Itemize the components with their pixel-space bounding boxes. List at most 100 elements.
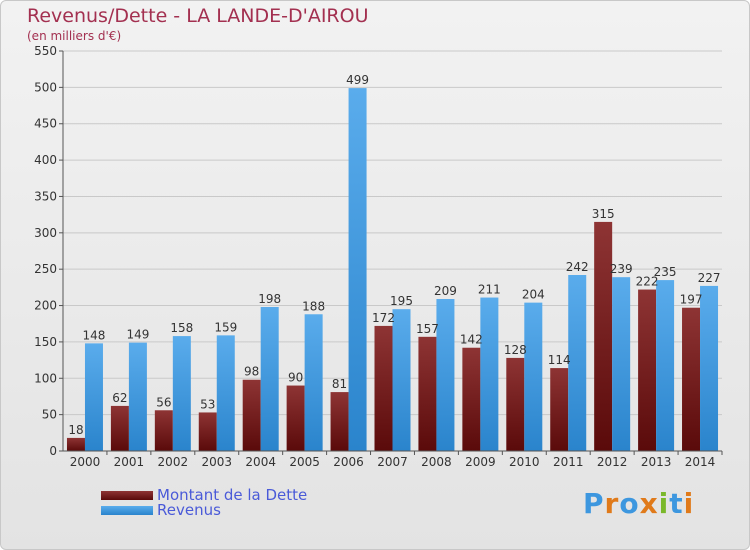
y-tick-label: 250 bbox=[34, 262, 57, 276]
bar-revenus bbox=[84, 343, 103, 451]
logo-letter: x bbox=[639, 487, 659, 520]
data-label-revenus: 188 bbox=[302, 299, 325, 313]
bar-debt bbox=[330, 392, 349, 451]
bar-revenus bbox=[172, 336, 191, 451]
logo-letter: i bbox=[683, 487, 695, 520]
x-tick-label: 2008 bbox=[421, 455, 452, 469]
data-label-debt: 142 bbox=[460, 333, 483, 347]
bar-debt bbox=[198, 412, 217, 451]
data-label-debt: 114 bbox=[548, 353, 571, 367]
y-tick-label: 550 bbox=[34, 44, 57, 58]
y-tick-label: 400 bbox=[34, 153, 57, 167]
y-tick-label: 300 bbox=[34, 226, 57, 240]
bar-debt bbox=[242, 379, 261, 451]
chart-title: Revenus/Dette - LA LANDE-D'AIROU bbox=[27, 5, 369, 27]
bar-revenus bbox=[392, 309, 411, 451]
data-label-revenus: 211 bbox=[478, 283, 501, 297]
data-label-debt: 172 bbox=[372, 311, 395, 325]
logo-letter: o bbox=[619, 487, 640, 520]
data-label-debt: 197 bbox=[680, 293, 703, 307]
data-label-revenus: 148 bbox=[83, 328, 106, 342]
y-tick-label: 350 bbox=[34, 189, 57, 203]
bar-revenus bbox=[128, 342, 147, 451]
x-tick-label: 2012 bbox=[597, 455, 628, 469]
bar-debt bbox=[286, 385, 305, 451]
legend-swatch-revenus bbox=[101, 506, 153, 515]
x-tick-label: 2010 bbox=[509, 455, 540, 469]
x-tick-label: 2005 bbox=[289, 455, 320, 469]
bar-debt bbox=[66, 437, 85, 451]
y-tick-label: 100 bbox=[34, 371, 57, 385]
legend-label-debt: Montant de la Dette bbox=[157, 486, 308, 504]
data-label-revenus: 499 bbox=[346, 73, 369, 87]
bar-debt bbox=[506, 357, 525, 451]
data-label-revenus: 235 bbox=[654, 265, 677, 279]
legend-swatch-debt bbox=[101, 491, 153, 500]
data-label-debt: 157 bbox=[416, 322, 439, 336]
x-tick-label: 2007 bbox=[377, 455, 408, 469]
bar-revenus bbox=[260, 307, 279, 451]
data-label-debt: 81 bbox=[332, 377, 347, 391]
data-label-debt: 222 bbox=[636, 275, 659, 289]
bar-debt bbox=[682, 307, 701, 451]
bar-debt bbox=[550, 368, 569, 451]
logo-letter: t bbox=[669, 487, 684, 520]
bar-revenus bbox=[700, 285, 719, 451]
bar-revenus bbox=[216, 335, 235, 451]
bar-revenus bbox=[568, 275, 587, 451]
x-tick-label: 2006 bbox=[333, 455, 364, 469]
data-label-debt: 90 bbox=[288, 371, 303, 385]
bar-revenus bbox=[348, 88, 367, 451]
bar-revenus bbox=[304, 314, 323, 451]
y-tick-label: 150 bbox=[34, 335, 57, 349]
data-label-revenus: 198 bbox=[258, 292, 281, 306]
bar-revenus bbox=[524, 302, 543, 451]
logo-letter: i bbox=[658, 487, 670, 520]
data-label-revenus: 204 bbox=[522, 288, 545, 302]
bar-revenus bbox=[612, 277, 631, 451]
data-label-debt: 62 bbox=[112, 391, 127, 405]
y-tick-label: 200 bbox=[34, 299, 57, 313]
logo-letter: r bbox=[604, 487, 620, 520]
data-label-revenus: 158 bbox=[170, 321, 193, 335]
data-label-revenus: 159 bbox=[214, 320, 237, 334]
bar-debt bbox=[110, 405, 129, 451]
data-label-revenus: 242 bbox=[566, 260, 589, 274]
data-label-debt: 128 bbox=[504, 343, 527, 357]
bar-revenus bbox=[656, 280, 675, 451]
data-label-revenus: 209 bbox=[434, 284, 457, 298]
data-label-debt: 98 bbox=[244, 365, 259, 379]
data-label-revenus: 149 bbox=[126, 328, 149, 342]
bar-debt bbox=[154, 410, 173, 451]
y-tick-label: 500 bbox=[34, 80, 57, 94]
chart-subtitle: (en milliers d'€) bbox=[27, 29, 122, 43]
legend-label-revenus: Revenus bbox=[157, 501, 221, 519]
bar-debt bbox=[374, 325, 393, 451]
y-tick-label: 0 bbox=[49, 444, 57, 458]
data-label-revenus: 227 bbox=[698, 271, 721, 285]
proxiti-logo: Proxiti bbox=[583, 487, 694, 520]
data-label-debt: 18 bbox=[68, 423, 83, 437]
x-tick-label: 2004 bbox=[245, 455, 276, 469]
x-tick-label: 2001 bbox=[114, 455, 145, 469]
bar-revenus bbox=[480, 297, 499, 451]
data-label-revenus: 239 bbox=[610, 262, 633, 276]
logo-letter: P bbox=[583, 487, 605, 520]
x-tick-label: 2013 bbox=[641, 455, 672, 469]
data-label-debt: 56 bbox=[156, 395, 171, 409]
data-label-debt: 53 bbox=[200, 397, 215, 411]
bar-debt bbox=[462, 347, 481, 451]
y-tick-label: 450 bbox=[34, 117, 57, 131]
x-tick-label: 2014 bbox=[685, 455, 716, 469]
x-tick-label: 2000 bbox=[70, 455, 101, 469]
x-tick-label: 2011 bbox=[553, 455, 584, 469]
x-tick-label: 2003 bbox=[201, 455, 232, 469]
bar-debt bbox=[418, 336, 437, 451]
x-tick-label: 2009 bbox=[465, 455, 496, 469]
data-label-debt: 315 bbox=[592, 207, 615, 221]
bar-debt bbox=[594, 221, 613, 451]
bar-debt bbox=[638, 289, 657, 451]
data-label-revenus: 195 bbox=[390, 294, 413, 308]
